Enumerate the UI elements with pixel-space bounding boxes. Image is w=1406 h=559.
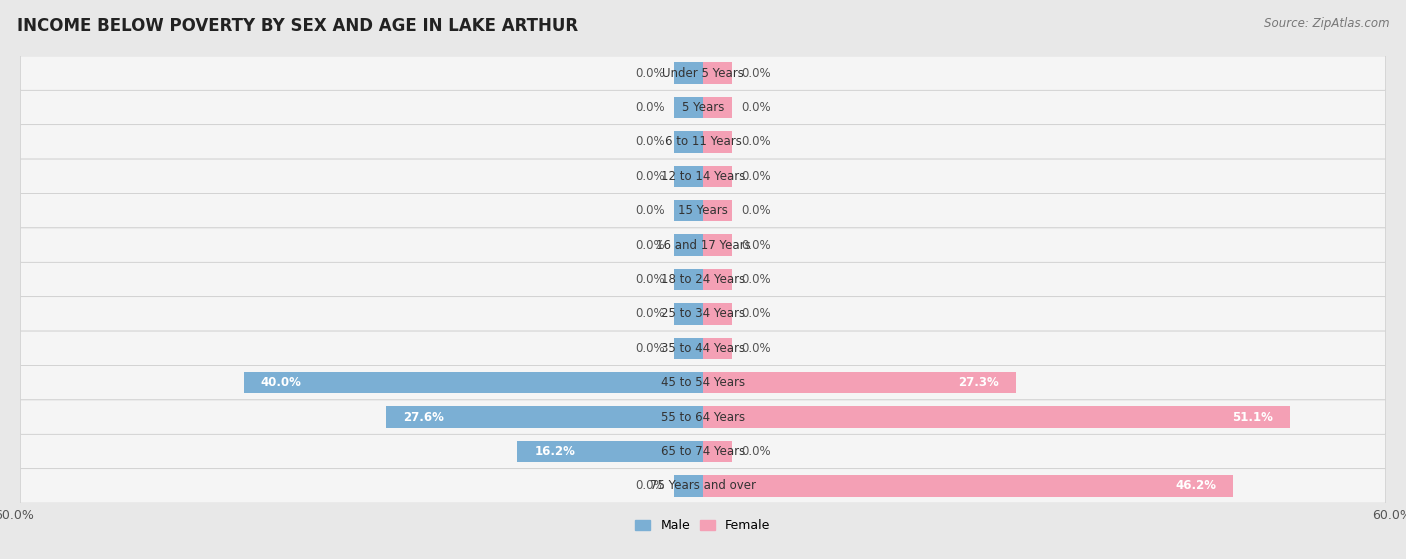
Bar: [703, 234, 731, 256]
FancyBboxPatch shape: [21, 125, 1385, 159]
Text: 12 to 14 Years: 12 to 14 Years: [661, 170, 745, 183]
Text: 0.0%: 0.0%: [741, 445, 770, 458]
Text: 0.0%: 0.0%: [741, 204, 770, 217]
Bar: [703, 475, 1233, 496]
Bar: [703, 441, 731, 462]
FancyBboxPatch shape: [21, 159, 1385, 193]
Text: 16 and 17 Years: 16 and 17 Years: [655, 239, 751, 252]
Text: 45 to 54 Years: 45 to 54 Years: [661, 376, 745, 389]
Text: 0.0%: 0.0%: [636, 239, 665, 252]
Text: 0.0%: 0.0%: [636, 273, 665, 286]
Bar: [675, 475, 703, 496]
Text: 55 to 64 Years: 55 to 64 Years: [661, 411, 745, 424]
Legend: Male, Female: Male, Female: [630, 514, 776, 537]
Text: 0.0%: 0.0%: [741, 239, 770, 252]
Text: 0.0%: 0.0%: [741, 273, 770, 286]
FancyBboxPatch shape: [21, 331, 1385, 366]
Bar: [675, 97, 703, 118]
Text: 46.2%: 46.2%: [1175, 480, 1216, 492]
Text: 15 Years: 15 Years: [678, 204, 728, 217]
Text: 0.0%: 0.0%: [741, 67, 770, 79]
Bar: [703, 165, 731, 187]
FancyBboxPatch shape: [21, 468, 1385, 503]
Text: 0.0%: 0.0%: [636, 101, 665, 114]
Text: 35 to 44 Years: 35 to 44 Years: [661, 342, 745, 355]
Text: 27.6%: 27.6%: [404, 411, 444, 424]
Bar: [703, 200, 731, 221]
Bar: [675, 303, 703, 325]
Bar: [675, 269, 703, 290]
Bar: [703, 338, 731, 359]
Text: 0.0%: 0.0%: [741, 135, 770, 148]
FancyBboxPatch shape: [21, 193, 1385, 228]
Text: 0.0%: 0.0%: [741, 307, 770, 320]
Text: 0.0%: 0.0%: [636, 204, 665, 217]
Bar: [517, 441, 703, 462]
Text: 51.1%: 51.1%: [1232, 411, 1272, 424]
Bar: [243, 372, 703, 394]
Bar: [675, 200, 703, 221]
Bar: [675, 338, 703, 359]
Bar: [703, 372, 1017, 394]
Bar: [703, 406, 1289, 428]
Text: 0.0%: 0.0%: [741, 170, 770, 183]
FancyBboxPatch shape: [21, 228, 1385, 262]
Text: 5 Years: 5 Years: [682, 101, 724, 114]
Bar: [703, 269, 731, 290]
FancyBboxPatch shape: [21, 400, 1385, 434]
Text: 0.0%: 0.0%: [636, 342, 665, 355]
FancyBboxPatch shape: [21, 366, 1385, 400]
Bar: [675, 165, 703, 187]
Text: 0.0%: 0.0%: [741, 342, 770, 355]
Text: Under 5 Years: Under 5 Years: [662, 67, 744, 79]
Text: Source: ZipAtlas.com: Source: ZipAtlas.com: [1264, 17, 1389, 30]
Text: 18 to 24 Years: 18 to 24 Years: [661, 273, 745, 286]
FancyBboxPatch shape: [21, 262, 1385, 297]
Text: 65 to 74 Years: 65 to 74 Years: [661, 445, 745, 458]
Text: 0.0%: 0.0%: [636, 170, 665, 183]
Bar: [703, 303, 731, 325]
Text: INCOME BELOW POVERTY BY SEX AND AGE IN LAKE ARTHUR: INCOME BELOW POVERTY BY SEX AND AGE IN L…: [17, 17, 578, 35]
FancyBboxPatch shape: [21, 91, 1385, 125]
Text: 0.0%: 0.0%: [636, 67, 665, 79]
Bar: [703, 63, 731, 84]
Text: 27.3%: 27.3%: [959, 376, 1000, 389]
Text: 0.0%: 0.0%: [741, 101, 770, 114]
Text: 0.0%: 0.0%: [636, 307, 665, 320]
Text: 40.0%: 40.0%: [262, 376, 302, 389]
Text: 16.2%: 16.2%: [534, 445, 575, 458]
Bar: [703, 131, 731, 153]
Bar: [703, 97, 731, 118]
Text: 0.0%: 0.0%: [636, 480, 665, 492]
Bar: [675, 234, 703, 256]
Bar: [387, 406, 703, 428]
Bar: [675, 131, 703, 153]
FancyBboxPatch shape: [21, 434, 1385, 468]
Text: 0.0%: 0.0%: [636, 135, 665, 148]
FancyBboxPatch shape: [21, 297, 1385, 331]
Bar: [675, 63, 703, 84]
FancyBboxPatch shape: [21, 56, 1385, 91]
Text: 75 Years and over: 75 Years and over: [650, 480, 756, 492]
Text: 6 to 11 Years: 6 to 11 Years: [665, 135, 741, 148]
Text: 25 to 34 Years: 25 to 34 Years: [661, 307, 745, 320]
